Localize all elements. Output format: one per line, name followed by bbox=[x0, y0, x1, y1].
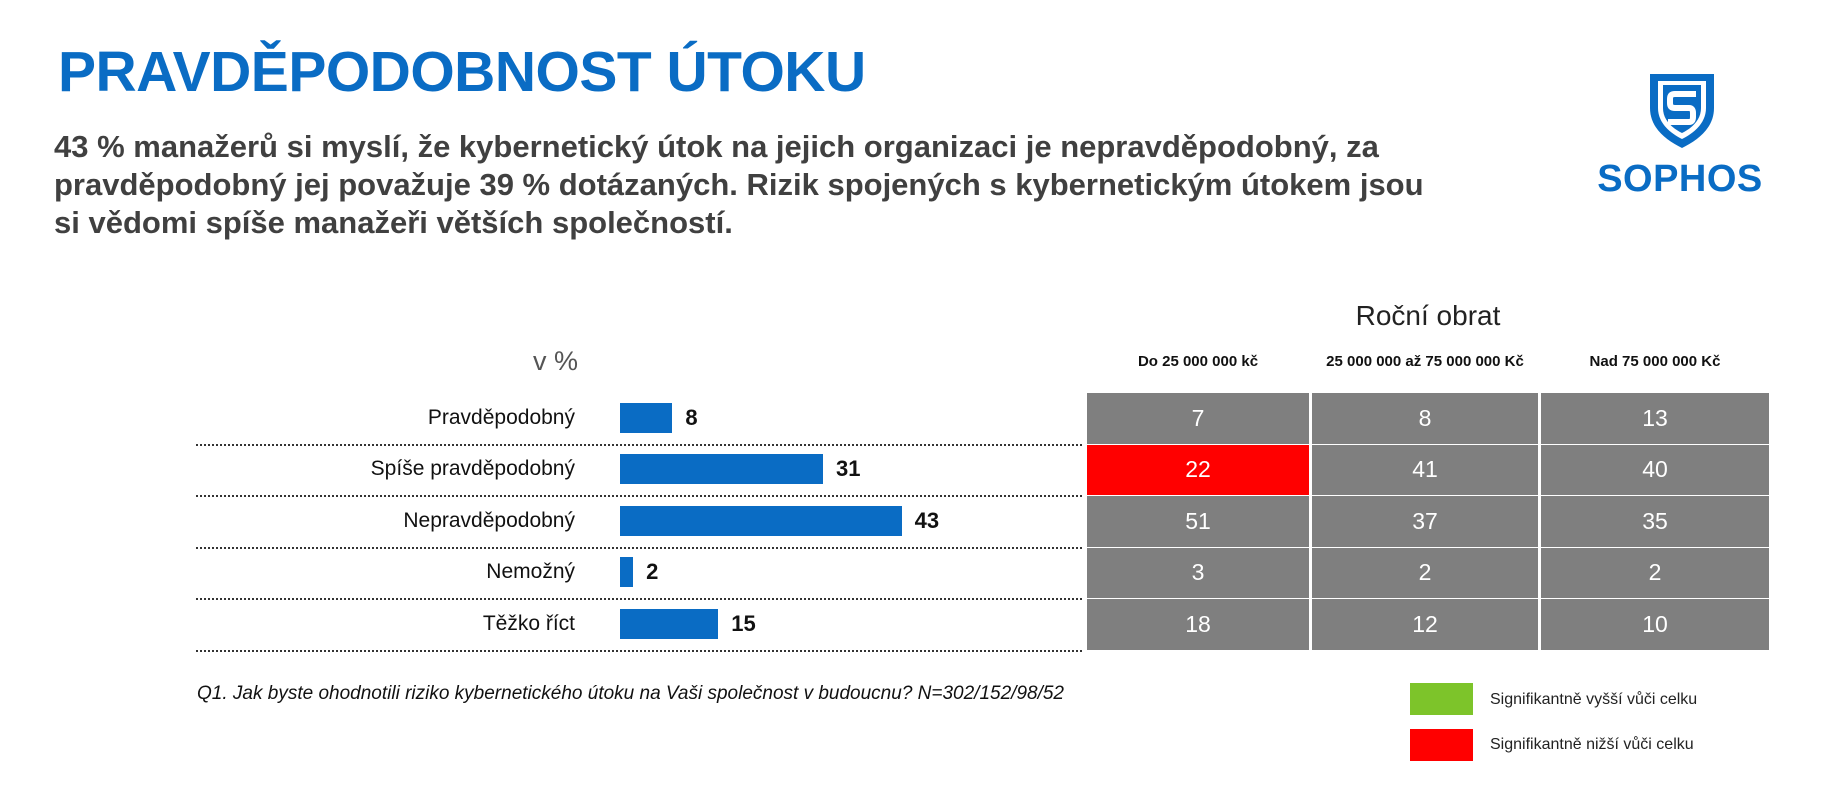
legend-swatch-lower bbox=[1410, 729, 1473, 761]
category-label: Nepravděpodobný bbox=[403, 508, 575, 532]
legend-label-lower: Signifikantně nižší vůči celku bbox=[1490, 736, 1694, 753]
table-cell: 51 bbox=[1087, 496, 1309, 547]
bar bbox=[620, 454, 824, 485]
logo-text: SOPHOS bbox=[1597, 158, 1763, 200]
row-separator bbox=[196, 546, 1082, 549]
column-header-1: Do 25 000 000 kč bbox=[1137, 353, 1259, 370]
category-label: Nemožný bbox=[486, 560, 575, 584]
row-separator bbox=[196, 598, 1082, 600]
shield-s-icon bbox=[1650, 74, 1714, 148]
table-cell: 13 bbox=[1541, 393, 1769, 444]
table-cell: 2 bbox=[1312, 547, 1538, 598]
table-cell: 12 bbox=[1312, 599, 1538, 650]
column-header-3: Nad 75 000 000 Kč bbox=[1589, 353, 1721, 370]
category-label: Pravděpodobný bbox=[427, 405, 575, 429]
table-cell: 7 bbox=[1087, 393, 1309, 444]
bar-value-label: 8 bbox=[685, 404, 698, 430]
row-separator bbox=[196, 443, 1082, 446]
bar bbox=[620, 557, 634, 588]
bar-value-label: 15 bbox=[731, 610, 756, 636]
bar bbox=[620, 402, 673, 433]
table-group-title: Roční obrat bbox=[1355, 300, 1501, 331]
table-cell: 10 bbox=[1541, 599, 1769, 650]
bar-value-label: 43 bbox=[914, 507, 940, 533]
table-cell: 22 bbox=[1087, 444, 1309, 495]
column-header-2: 25 000 000 až 75 000 000 Kč bbox=[1326, 353, 1524, 370]
page-title: PRAVDĚPODOBNOST ÚTOKU bbox=[58, 40, 866, 104]
table-cell: 3 bbox=[1087, 547, 1309, 598]
page-subtitle: 43 % manažerů si myslí, že kybernetický … bbox=[54, 129, 1424, 240]
row-separator bbox=[196, 649, 1082, 652]
category-label: Spíše pravděpodobný bbox=[370, 457, 575, 481]
table-cell: 8 bbox=[1312, 393, 1538, 444]
footnote: Q1. Jak byste ohodnotili riziko kybernet… bbox=[197, 683, 1064, 704]
bar-value-label: 2 bbox=[646, 559, 659, 585]
unit-label: v % bbox=[532, 346, 578, 376]
legend-swatch-higher bbox=[1410, 683, 1473, 715]
table-cell: 35 bbox=[1541, 496, 1769, 547]
bar bbox=[620, 608, 719, 639]
category-label: Těžko říct bbox=[482, 611, 575, 635]
table-cell: 40 bbox=[1541, 444, 1769, 495]
legend-label-higher: Signifikantně vyšší vůči celku bbox=[1490, 691, 1698, 708]
sophos-logo: SOPHOS bbox=[1590, 70, 1770, 200]
table-cell: 41 bbox=[1312, 444, 1538, 495]
table-cell: 18 bbox=[1087, 599, 1309, 650]
table-cell: 2 bbox=[1541, 547, 1769, 598]
row-separator bbox=[196, 495, 1082, 497]
bar bbox=[620, 505, 902, 536]
table-cell: 37 bbox=[1312, 496, 1538, 547]
bar-value-label: 31 bbox=[836, 456, 861, 482]
